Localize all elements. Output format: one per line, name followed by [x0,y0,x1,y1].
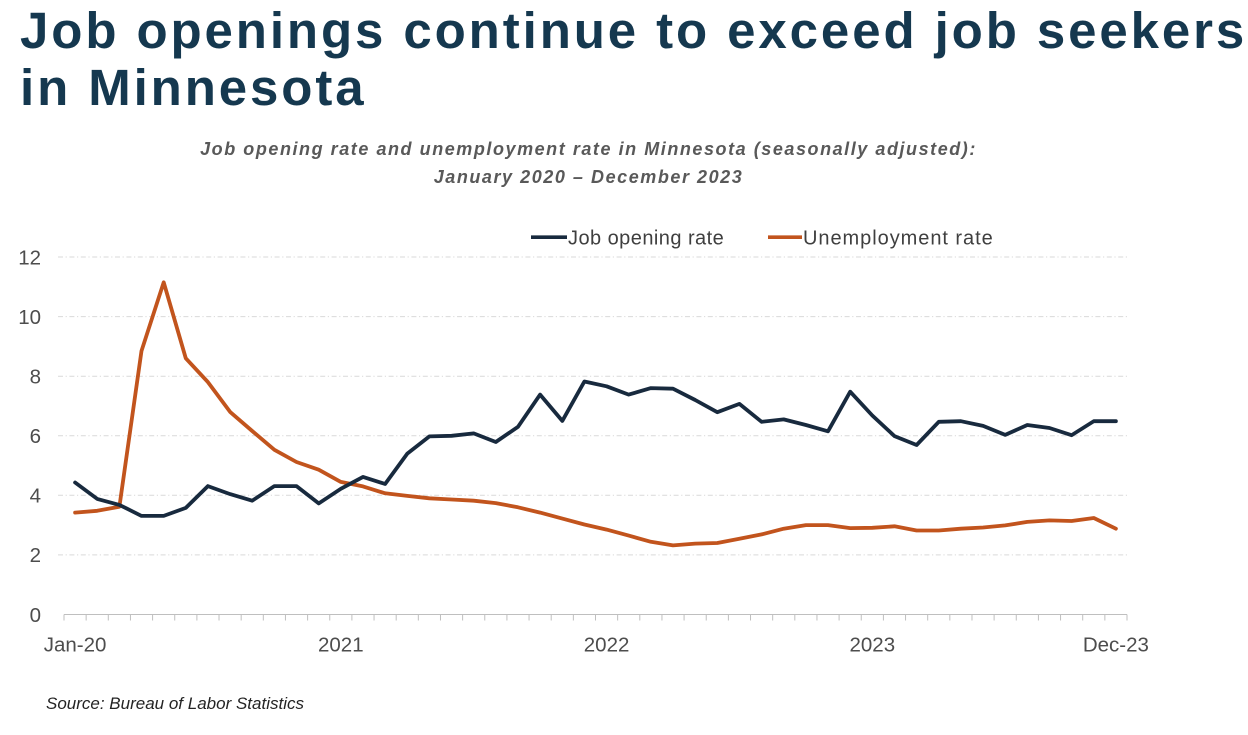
svg-text:6: 6 [30,425,41,448]
svg-text:2021: 2021 [318,634,364,657]
svg-text:8: 8 [30,366,41,389]
svg-text:2023: 2023 [849,634,895,657]
svg-text:12: 12 [18,246,41,269]
svg-text:2: 2 [30,544,41,567]
svg-text:Jan-20: Jan-20 [44,634,107,657]
svg-text:Unemployment rate: Unemployment rate [803,228,994,250]
svg-text:Job opening rate: Job opening rate [568,228,724,250]
svg-text:10: 10 [18,306,41,329]
svg-text:Dec-23: Dec-23 [1083,634,1149,657]
svg-text:0: 0 [30,604,41,627]
svg-text:2022: 2022 [584,634,630,657]
svg-text:4: 4 [30,485,41,508]
